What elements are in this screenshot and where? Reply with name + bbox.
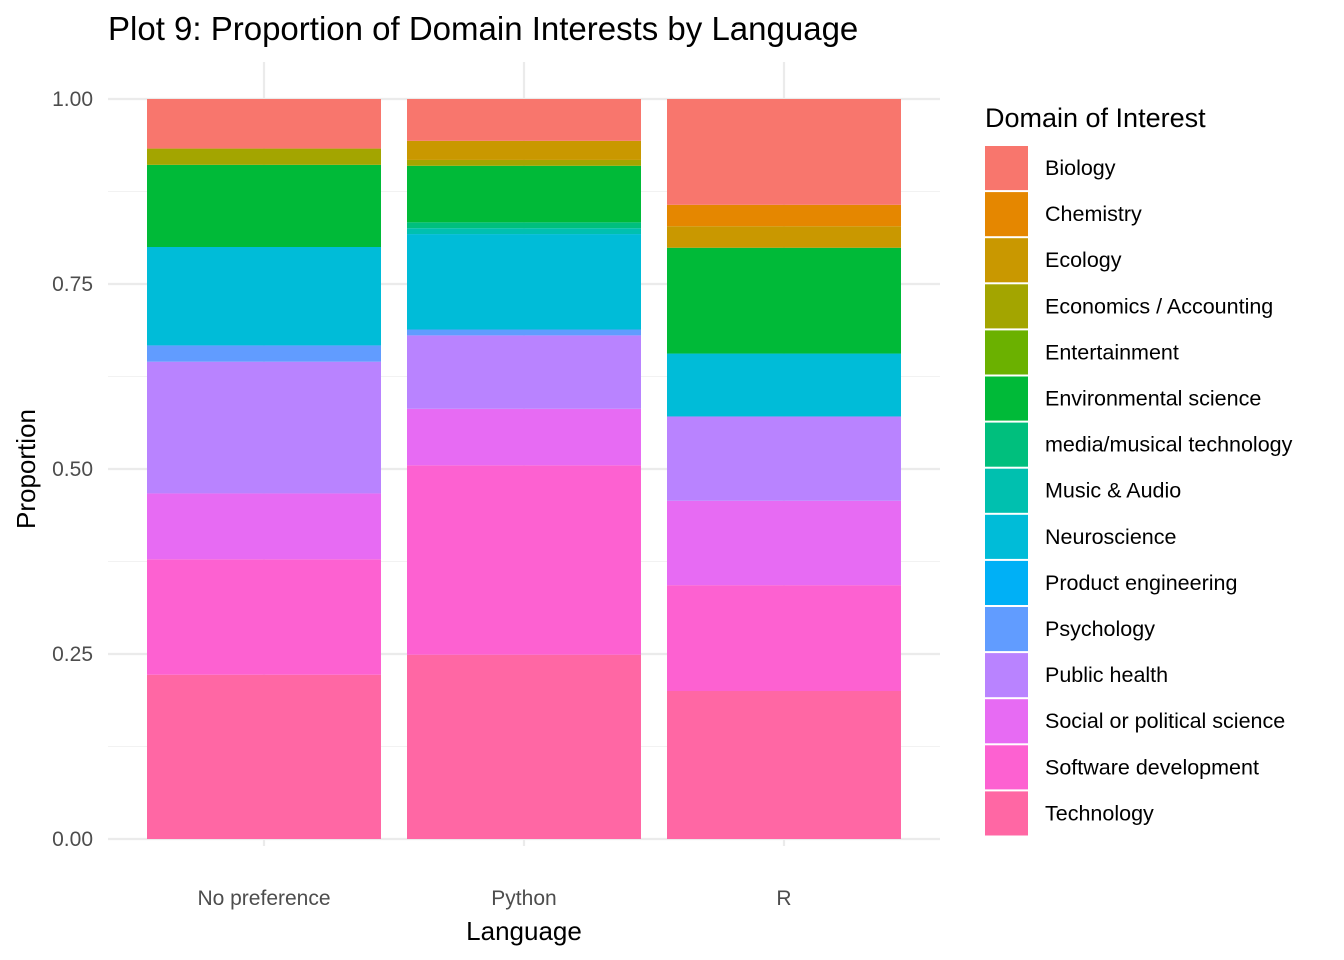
bar-segment — [147, 559, 381, 675]
legend-key — [985, 468, 1028, 513]
legend-label: Psychology — [1045, 617, 1155, 641]
bars — [147, 99, 901, 839]
x-axis-title: Language — [466, 916, 582, 946]
legend-label: Public health — [1045, 663, 1168, 687]
bar-segment — [667, 99, 901, 205]
legend-label: Product engineering — [1045, 571, 1237, 595]
legend-key — [985, 238, 1028, 283]
y-axis-ticks: 0.00 0.25 0.50 0.75 1.00 — [52, 88, 93, 851]
legend-label: Neuroscience — [1045, 525, 1176, 549]
bar-segment — [407, 140, 641, 160]
bar-segment — [407, 159, 641, 166]
bar-segment — [667, 353, 901, 417]
bar-segment — [407, 335, 641, 409]
bar-segment — [147, 164, 381, 247]
bar-segment — [667, 416, 901, 501]
legend-label: Economics / Accounting — [1045, 294, 1273, 318]
legend-key — [985, 791, 1028, 836]
bar-segment — [667, 226, 901, 248]
chart-title: Plot 9: Proportion of Domain Interests b… — [108, 10, 858, 47]
x-tick-label: R — [776, 887, 791, 910]
bar-segment — [407, 234, 641, 330]
bar-segment — [667, 247, 901, 354]
legend-key — [985, 653, 1028, 698]
bar-segment — [407, 465, 641, 655]
bar-segment — [407, 228, 641, 235]
legend-key — [985, 745, 1028, 790]
legend-title: Domain of Interest — [985, 103, 1206, 133]
bar-segment — [147, 674, 381, 839]
bar-segment — [147, 361, 381, 494]
legend-label: Biology — [1045, 156, 1116, 180]
legend-label: Music & Audio — [1045, 479, 1181, 503]
x-tick-label: No preference — [197, 887, 330, 910]
y-tick-label: 1.00 — [52, 88, 93, 111]
legend-label: Environmental science — [1045, 387, 1261, 411]
y-tick-label: 0.25 — [52, 643, 93, 666]
bar-segment — [407, 99, 641, 141]
legend-label: Chemistry — [1045, 202, 1142, 226]
bar-segment — [667, 500, 901, 586]
legend-key — [985, 330, 1028, 375]
bar-segment — [667, 204, 901, 227]
bar-segment — [147, 493, 381, 560]
legend-label: Technology — [1045, 801, 1154, 825]
y-axis-title: Proportion — [11, 409, 41, 529]
bar-segment — [407, 408, 641, 466]
legend-key — [985, 376, 1028, 421]
legend-label: Social or political science — [1045, 709, 1285, 733]
legend-label: media/musical technology — [1045, 433, 1293, 457]
bar-segment — [147, 148, 381, 165]
bar-segment — [667, 585, 901, 691]
legend-key — [985, 560, 1028, 605]
y-tick-label: 0.50 — [52, 458, 93, 481]
legend-key — [985, 284, 1028, 329]
legend-label: Software development — [1045, 755, 1259, 779]
bar-segment — [407, 165, 641, 223]
bar-segment — [147, 247, 381, 346]
legend-key — [985, 146, 1028, 191]
legend-key — [985, 514, 1028, 559]
bar-segment — [407, 222, 641, 229]
y-tick-label: 0.00 — [52, 828, 93, 851]
legend-key — [985, 699, 1028, 744]
legend-label: Ecology — [1045, 248, 1122, 272]
bar-segment — [667, 691, 901, 839]
legend: Domain of Interest Biology Chemistry Ecolo… — [985, 103, 1293, 836]
x-axis-ticks: No preference Python R — [197, 887, 791, 910]
legend-label: Entertainment — [1045, 340, 1179, 364]
y-tick-label: 0.75 — [52, 273, 93, 296]
bar-segment — [147, 99, 381, 149]
bar-segment — [407, 329, 641, 336]
x-tick-label: Python — [491, 887, 556, 910]
legend-key — [985, 192, 1028, 237]
legend-key — [985, 607, 1028, 652]
bar-segment — [147, 345, 381, 362]
legend-key — [985, 422, 1028, 467]
bar-segment — [407, 654, 641, 839]
